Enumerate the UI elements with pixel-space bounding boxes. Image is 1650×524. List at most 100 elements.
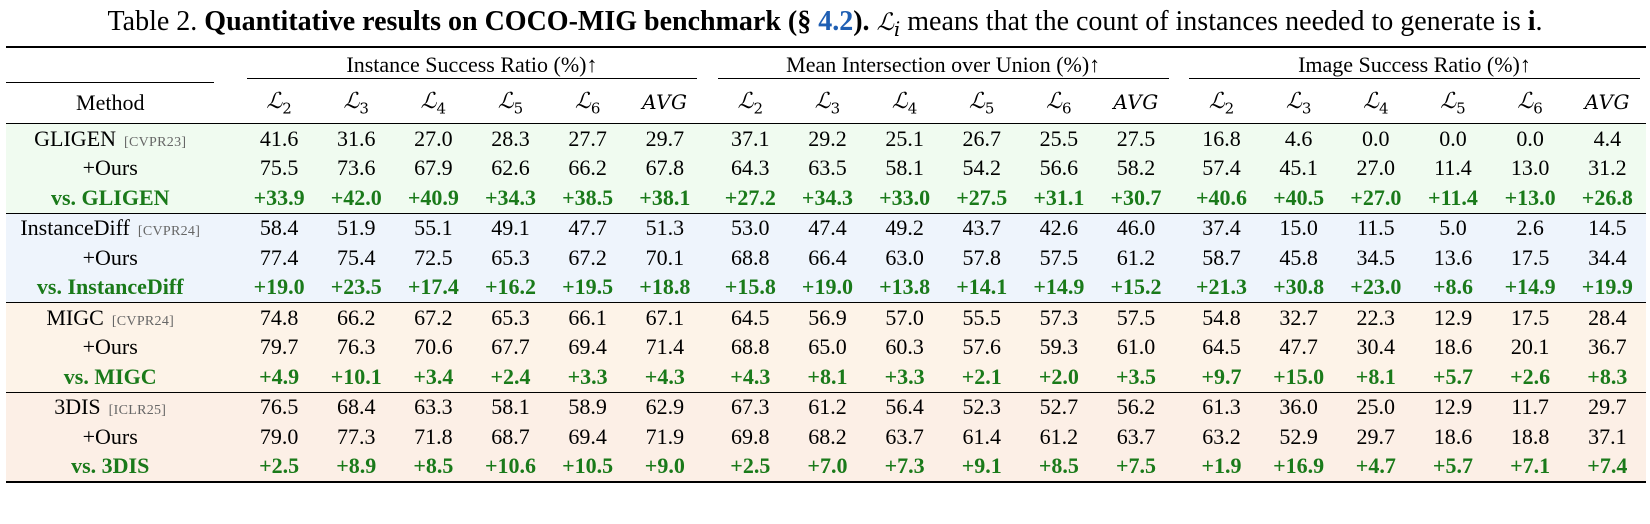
table-cell: +7.1 bbox=[1491, 451, 1569, 483]
table-cell: +40.9 bbox=[394, 183, 472, 213]
level-header: ℒ3 bbox=[1260, 82, 1338, 124]
table-cell: 14.5 bbox=[1568, 212, 1646, 243]
level-header: ℒ6 bbox=[1491, 82, 1569, 124]
results-table: Instance Success Ratio (%)↑ Mean Interse… bbox=[6, 46, 1646, 483]
section-link[interactable]: 4.2 bbox=[818, 6, 854, 37]
table-cell: +8.1 bbox=[1337, 362, 1415, 392]
method-cell: +Ours bbox=[6, 332, 215, 362]
table-cell: 75.5 bbox=[240, 153, 318, 183]
table-cell: 58.9 bbox=[549, 391, 627, 422]
table-cell: +16.2 bbox=[471, 272, 550, 303]
table-row: InstanceDiff [CVPR24] 58.4 51.9 55.1 49.1 47.7… bbox=[6, 212, 1646, 243]
level-header: ℒ5 bbox=[471, 82, 550, 124]
method-cell: vs. 3DIS bbox=[6, 451, 215, 483]
table-cell: 68.7 bbox=[471, 422, 550, 452]
table-cell: 79.7 bbox=[240, 332, 318, 362]
method-cell: +Ours bbox=[6, 243, 215, 273]
table-cell: 27.0 bbox=[394, 123, 472, 154]
table-cell: +15.8 bbox=[711, 272, 789, 303]
table-cell: 45.8 bbox=[1260, 243, 1338, 273]
table-cell: +14.9 bbox=[1020, 272, 1098, 303]
table-cell: 69.4 bbox=[549, 332, 627, 362]
table-row: +Ours 79.0 77.3 71.8 68.7 69.4 71.9 69.8 68.2 63.… bbox=[6, 422, 1646, 452]
table-cell: 62.6 bbox=[471, 153, 550, 183]
table-cell: 61.2 bbox=[788, 391, 867, 422]
level-header: ℒ5 bbox=[1414, 82, 1492, 124]
table-cell: 56.6 bbox=[1020, 153, 1098, 183]
group-instance-success: Instance Success Ratio (%)↑ bbox=[240, 46, 704, 83]
table-cell: 15.0 bbox=[1260, 212, 1338, 243]
table-cell: +9.0 bbox=[626, 451, 704, 483]
table-cell: +8.6 bbox=[1414, 272, 1492, 303]
table-cell: +19.9 bbox=[1568, 272, 1646, 303]
table-cell: 63.2 bbox=[1182, 422, 1261, 452]
table-cell: 41.6 bbox=[240, 123, 318, 154]
table-cell: 62.9 bbox=[626, 391, 704, 422]
table-cell: +4.3 bbox=[711, 362, 789, 392]
table-cell: 68.8 bbox=[711, 243, 789, 273]
table-cell: 47.7 bbox=[549, 212, 627, 243]
table-cell: 67.2 bbox=[394, 302, 472, 333]
table-cell: 70.1 bbox=[626, 243, 704, 273]
table-cell: +3.3 bbox=[866, 362, 944, 392]
table-cell: 17.5 bbox=[1491, 243, 1569, 273]
table-cell: 61.2 bbox=[1097, 243, 1175, 273]
table-row: vs. 3DIS +2.5 +8.9 +8.5 +10.6 +10.5 +9.0 +2.5 +7… bbox=[6, 451, 1646, 483]
table-cell: +3.5 bbox=[1097, 362, 1175, 392]
table-cell: +1.9 bbox=[1182, 451, 1261, 483]
venue-label: [ICLR25] bbox=[108, 403, 167, 419]
table-row: +Ours 77.4 75.4 72.5 65.3 67.2 70.1 68.8 66.4 63.… bbox=[6, 243, 1646, 273]
table-cell: 28.3 bbox=[471, 123, 550, 154]
table-cell: 69.8 bbox=[711, 422, 789, 452]
table-cell: 66.2 bbox=[317, 302, 395, 333]
table-cell: 20.1 bbox=[1491, 332, 1569, 362]
table-cell: +2.4 bbox=[471, 362, 550, 392]
table-cell: 52.3 bbox=[943, 391, 1021, 422]
table-cell: 66.2 bbox=[549, 153, 627, 183]
table-cell: 0.0 bbox=[1491, 123, 1569, 154]
table-cell: +5.7 bbox=[1414, 362, 1492, 392]
table-cell: 27.0 bbox=[1337, 153, 1415, 183]
table-cell: +33.0 bbox=[866, 183, 944, 213]
table-cell: +27.2 bbox=[711, 183, 789, 213]
table-cell: +2.1 bbox=[943, 362, 1021, 392]
level-header: ℒ4 bbox=[1337, 82, 1415, 124]
table-cell: 22.3 bbox=[1337, 302, 1415, 333]
table-cell: +10.5 bbox=[549, 451, 627, 483]
level-header: ℒ4 bbox=[866, 82, 944, 124]
table-cell: 32.7 bbox=[1260, 302, 1338, 333]
table-cell: 31.6 bbox=[317, 123, 395, 154]
table-cell: 5.0 bbox=[1414, 212, 1492, 243]
table-cell: 28.4 bbox=[1568, 302, 1646, 333]
table-cell: +21.3 bbox=[1182, 272, 1261, 303]
table-cell: 52.9 bbox=[1260, 422, 1338, 452]
caption-section: (§ 4.2). bbox=[787, 6, 870, 37]
column-header-row: Method ℒ2 ℒ3 ℒ4 ℒ5 ℒ6 AVG ℒ2 ℒ3 ℒ4 ℒ5 ℒ6 AVG ℒ2 ℒ3 ℒ4 ℒ… bbox=[6, 82, 1646, 124]
table-cell: +11.4 bbox=[1414, 183, 1492, 213]
table-cell: 58.7 bbox=[1182, 243, 1261, 273]
table-cell: 37.1 bbox=[1568, 422, 1646, 452]
table-cell: 27.5 bbox=[1097, 123, 1175, 154]
table-cell: +19.5 bbox=[549, 272, 627, 303]
group-image-success: Image Success Ratio (%)↑ bbox=[1182, 46, 1646, 83]
table-cell: +2.6 bbox=[1491, 362, 1569, 392]
table-cell: 57.6 bbox=[943, 332, 1021, 362]
table-cell: +40.6 bbox=[1182, 183, 1261, 213]
table-row: GLIGEN [CVPR23] 41.6 31.6 27.0 28.3 27.7 29.7 37… bbox=[6, 123, 1646, 154]
table-cell: 26.7 bbox=[943, 123, 1021, 154]
table-cell: +7.0 bbox=[788, 451, 867, 483]
group-miou: Mean Intersection over Union (%)↑ bbox=[711, 46, 1175, 83]
table-cell: 71.8 bbox=[394, 422, 472, 452]
table-cell: +4.7 bbox=[1337, 451, 1415, 483]
table-cell: 61.2 bbox=[1020, 422, 1098, 452]
table-cell: 58.4 bbox=[240, 212, 318, 243]
table-cell: 49.1 bbox=[471, 212, 550, 243]
table-cell: 77.3 bbox=[317, 422, 395, 452]
table-cell: +8.5 bbox=[394, 451, 472, 483]
table-cell: 51.9 bbox=[317, 212, 395, 243]
level-header: ℒ5 bbox=[943, 82, 1021, 124]
table-cell: 18.6 bbox=[1414, 332, 1492, 362]
table-cell: +9.7 bbox=[1182, 362, 1261, 392]
table-caption: Table 2. Quantitative results on COCO-MI… bbox=[107, 6, 1543, 41]
method-cell: +Ours bbox=[6, 153, 215, 183]
